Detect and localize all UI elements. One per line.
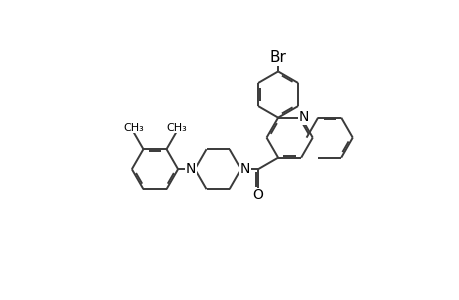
Text: CH₃: CH₃ — [166, 123, 186, 133]
Text: N: N — [185, 162, 196, 176]
Text: CH₃: CH₃ — [123, 123, 144, 133]
Text: Br: Br — [269, 50, 286, 65]
Text: N: N — [239, 162, 250, 176]
Text: N: N — [298, 110, 309, 124]
Text: O: O — [252, 188, 263, 203]
